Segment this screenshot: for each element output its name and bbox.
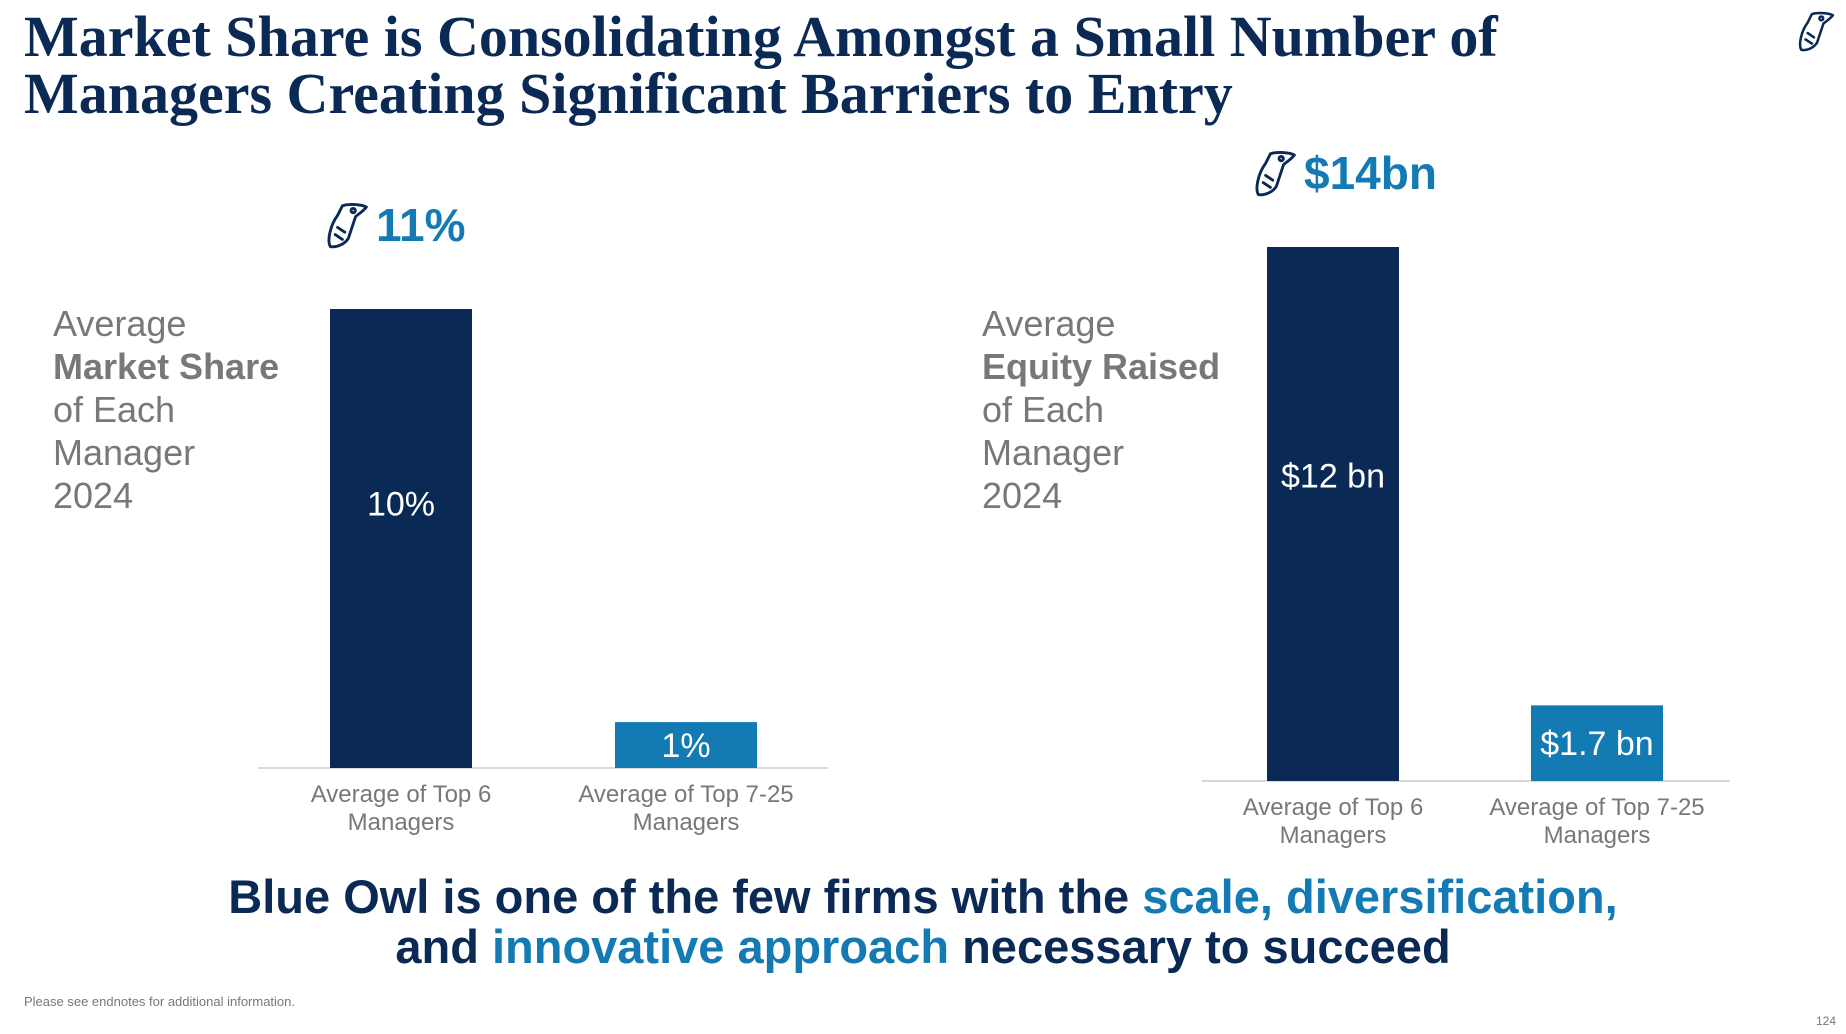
chart-1-bar-1 <box>330 309 472 768</box>
chart-1-data-label-1: 10% <box>367 486 435 524</box>
tagline-highlight-2: innovative approach <box>491 920 950 973</box>
chart-2-category-label-2: Average of Top 7-25 Managers <box>1489 794 1704 849</box>
chart-2-bar-1 <box>1267 247 1399 781</box>
slide-title-line-2: Managers Creating Significant Barriers t… <box>24 61 1233 126</box>
chart-2-data-label-1: $12 bn <box>1281 457 1385 495</box>
slide-title-line-1: Market Share is Consolidating Amongst a … <box>24 4 1498 69</box>
left-kpi-value: 11% <box>376 199 466 251</box>
tagline-highlight-1: scale, diversification, <box>1142 870 1618 923</box>
left-label-line-5: 2024 <box>53 475 134 516</box>
chart-1-category-label-1: Average of Top 6 Managers <box>311 781 492 836</box>
chart-2-bar-2 <box>1531 705 1663 781</box>
right-label-line-5: 2024 <box>982 475 1063 516</box>
right-kpi-value: $14bn <box>1304 147 1437 199</box>
tagline-text-1: Blue Owl is one of the few firms with th… <box>228 870 1143 923</box>
tagline-text-3: necessary to succeed <box>949 920 1451 973</box>
right-label-line-2: Equity Raised <box>982 346 1221 387</box>
right-chart-label: Average Equity Raised of Each Manager 20… <box>982 302 1220 517</box>
owl-logo-icon <box>1255 151 1296 197</box>
tagline: Blue Owl is one of the few firms with th… <box>0 872 1846 972</box>
right-label-line-1: Average <box>982 303 1116 344</box>
chart-1-bar-2 <box>615 722 757 768</box>
chart-1-category-label-2: Average of Top 7-25 Managers <box>578 781 793 836</box>
left-label-line-3: of Each <box>53 389 176 430</box>
left-chart-label: Average Market Share of Each Manager 202… <box>53 302 279 517</box>
slide-title: Market Share is Consolidating Amongst a … <box>24 4 1564 126</box>
tagline-line-1: Blue Owl is one of the few firms with th… <box>0 872 1846 922</box>
owl-logo-icon <box>1798 11 1835 52</box>
tagline-line-2: and innovative approach necessary to suc… <box>0 922 1846 972</box>
chart-2-category-label-1: Average of Top 6 Managers <box>1243 794 1424 849</box>
owl-logo-icon <box>327 203 368 249</box>
right-kpi: $14bn <box>1250 146 1437 200</box>
right-label-line-4: Manager <box>982 432 1125 473</box>
right-label-line-3: of Each <box>982 389 1105 430</box>
chart-2-data-label-2: $1.7 bn <box>1540 725 1653 763</box>
page-number: 124 <box>1815 1014 1836 1028</box>
left-kpi: 11% <box>322 198 466 252</box>
left-label-line-2: Market Share <box>53 346 280 387</box>
tagline-text-2: and <box>395 920 492 973</box>
left-label-line-4: Manager <box>53 432 196 473</box>
chart-1-data-label-2: 1% <box>661 727 710 765</box>
left-label-line-1: Average <box>53 303 187 344</box>
footnote: Please see endnotes for additional infor… <box>24 994 296 1009</box>
